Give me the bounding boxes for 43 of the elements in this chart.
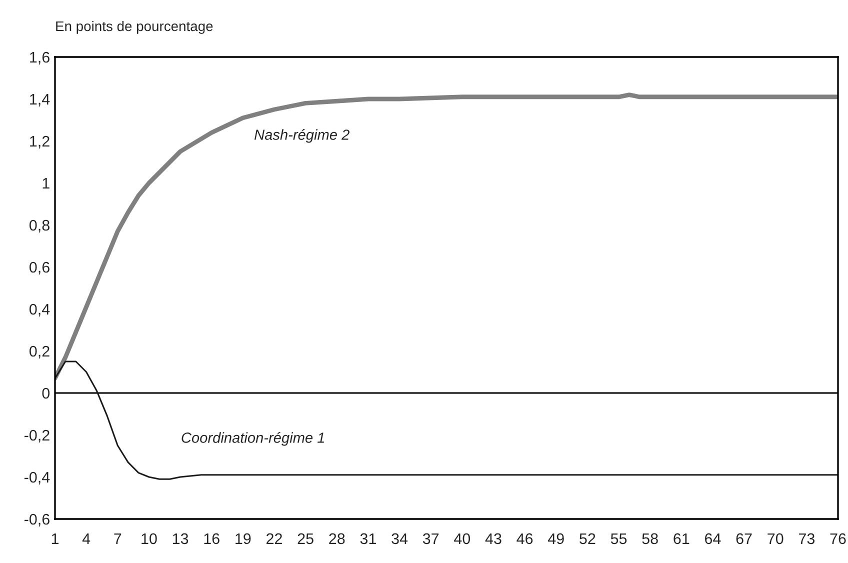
x-tick-label: 52	[580, 533, 596, 544]
x-tick-label: 73	[798, 533, 815, 544]
x-tick-label: 64	[705, 533, 721, 544]
x-tick-label: 40	[454, 533, 470, 544]
y-tick-label: 0,8	[30, 220, 50, 232]
y-tick-label: 0	[42, 388, 50, 399]
y-tick-label: 1,6	[30, 52, 50, 64]
x-tick-label: 22	[266, 533, 282, 544]
y-tick-label: 1	[42, 178, 50, 189]
x-tick-label: 31	[360, 533, 376, 544]
y-tick-label: 0,4	[30, 304, 50, 316]
y-tick-label: 1,2	[30, 136, 50, 148]
y-axis-title: En points de pourcentage	[56, 20, 213, 34]
x-tick-label: 28	[329, 533, 345, 544]
y-tick-label: 0,2	[30, 346, 50, 358]
y-tick-label: -0,2	[24, 430, 50, 442]
x-tick-label: 67	[736, 533, 752, 544]
x-tick-label: 19	[236, 533, 251, 544]
x-tick-label: 55	[610, 533, 627, 544]
x-tick-label: 4	[82, 533, 90, 544]
line-series	[55, 92, 838, 381]
x-tick-label: 49	[548, 533, 564, 544]
x-tick-label: 61	[674, 533, 690, 544]
x-tick-label: 37	[422, 533, 439, 544]
x-tick-label: 58	[642, 533, 658, 544]
x-tick-label: 7	[114, 533, 122, 544]
y-tick-label: -0,4	[24, 472, 50, 484]
x-tick-label: 46	[516, 533, 533, 544]
series-label: Nash-régime 2	[254, 129, 350, 143]
line-series	[55, 360, 838, 480]
x-tick-label: 10	[142, 533, 157, 544]
x-tick-label: 25	[298, 533, 314, 544]
x-tick-label: 76	[830, 533, 846, 544]
y-tick-label: -0,6	[24, 514, 50, 526]
x-tick-label: 13	[172, 533, 188, 544]
y-tick-label: 0,6	[30, 262, 50, 274]
x-tick-label: 1	[52, 533, 59, 544]
x-tick-label: 34	[392, 533, 408, 544]
y-tick-label: 1,4	[30, 94, 50, 106]
series-label: Coordination-régime 1	[182, 432, 324, 446]
x-tick-label: 70	[768, 533, 784, 544]
x-tick-label: 43	[485, 533, 502, 544]
x-tick-label: 16	[204, 533, 220, 544]
